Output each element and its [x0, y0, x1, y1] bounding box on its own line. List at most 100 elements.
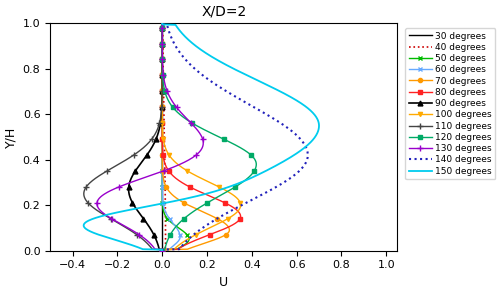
90 degrees	[156, 126, 162, 130]
40 degrees	[162, 141, 168, 144]
80 degrees	[160, 139, 166, 143]
70 degrees	[159, 114, 165, 117]
70 degrees	[159, 139, 165, 143]
150 degrees	[316, 126, 322, 130]
120 degrees	[225, 139, 231, 143]
Legend: 30 degrees, 40 degrees, 50 degrees, 60 degrees, 70 degrees, 80 degrees, 90 degre: 30 degrees, 40 degrees, 50 degrees, 60 d…	[406, 28, 496, 179]
120 degrees	[159, 27, 165, 31]
130 degrees	[192, 126, 198, 130]
70 degrees	[159, 27, 165, 31]
Line: 140 degrees: 140 degrees	[162, 23, 308, 251]
40 degrees	[160, 63, 166, 66]
50 degrees	[159, 27, 165, 31]
60 degrees	[159, 139, 165, 143]
80 degrees	[159, 27, 165, 31]
50 degrees	[159, 141, 165, 144]
130 degrees	[159, 249, 165, 252]
30 degrees	[159, 22, 165, 25]
130 degrees	[159, 27, 165, 31]
140 degrees	[159, 249, 165, 252]
60 degrees	[159, 114, 165, 117]
150 degrees	[308, 139, 314, 143]
80 degrees	[159, 126, 165, 130]
150 degrees	[159, 249, 165, 252]
50 degrees	[159, 126, 165, 130]
30 degrees	[159, 139, 165, 143]
140 degrees	[300, 141, 306, 144]
110 degrees	[159, 22, 165, 25]
30 degrees	[159, 27, 165, 31]
150 degrees	[222, 63, 228, 66]
130 degrees	[200, 139, 206, 143]
90 degrees	[158, 114, 164, 117]
100 degrees	[159, 63, 165, 66]
110 degrees	[147, 139, 153, 143]
30 degrees	[159, 249, 165, 252]
110 degrees	[155, 126, 161, 130]
140 degrees	[300, 139, 306, 143]
50 degrees	[159, 249, 165, 252]
150 degrees	[312, 114, 318, 117]
Line: 130 degrees: 130 degrees	[94, 21, 206, 253]
Line: 60 degrees: 60 degrees	[160, 21, 182, 253]
80 degrees	[160, 141, 166, 144]
140 degrees	[265, 114, 271, 117]
90 degrees	[152, 139, 158, 143]
110 degrees	[159, 63, 165, 66]
70 degrees	[159, 249, 165, 252]
40 degrees	[161, 114, 167, 117]
70 degrees	[159, 63, 165, 66]
40 degrees	[161, 126, 167, 130]
80 degrees	[159, 114, 165, 117]
70 degrees	[159, 141, 165, 144]
90 degrees	[159, 249, 165, 252]
150 degrees	[307, 141, 313, 144]
40 degrees	[159, 22, 165, 25]
100 degrees	[159, 114, 165, 117]
110 degrees	[159, 27, 165, 31]
60 degrees	[159, 126, 165, 130]
60 degrees	[159, 249, 165, 252]
140 degrees	[159, 22, 165, 25]
150 degrees	[176, 27, 182, 31]
100 degrees	[160, 139, 166, 143]
Line: 150 degrees: 150 degrees	[84, 23, 319, 251]
Line: 80 degrees: 80 degrees	[160, 21, 243, 253]
Line: 40 degrees: 40 degrees	[162, 23, 166, 251]
90 degrees	[159, 22, 165, 25]
90 degrees	[152, 141, 158, 144]
X-axis label: U: U	[219, 276, 228, 289]
60 degrees	[159, 22, 165, 25]
100 degrees	[159, 22, 165, 25]
90 degrees	[159, 27, 165, 31]
Line: 100 degrees: 100 degrees	[160, 21, 242, 253]
140 degrees	[165, 27, 171, 31]
100 degrees	[159, 27, 165, 31]
120 degrees	[160, 63, 166, 66]
80 degrees	[159, 22, 165, 25]
50 degrees	[159, 139, 165, 143]
140 degrees	[284, 126, 290, 130]
50 degrees	[159, 63, 165, 66]
90 degrees	[159, 63, 165, 66]
110 degrees	[159, 249, 165, 252]
150 degrees	[159, 22, 165, 25]
80 degrees	[159, 63, 165, 66]
30 degrees	[159, 114, 165, 117]
Y-axis label: Y/H: Y/H	[4, 126, 17, 148]
140 degrees	[187, 63, 193, 66]
110 degrees	[158, 114, 164, 117]
30 degrees	[159, 141, 165, 144]
Line: 110 degrees: 110 degrees	[81, 21, 165, 253]
50 degrees	[159, 22, 165, 25]
120 degrees	[228, 141, 234, 144]
Line: 120 degrees: 120 degrees	[160, 21, 258, 253]
120 degrees	[178, 114, 184, 117]
Line: 90 degrees: 90 degrees	[126, 21, 164, 253]
60 degrees	[159, 63, 165, 66]
50 degrees	[159, 114, 165, 117]
70 degrees	[159, 126, 165, 130]
Line: 70 degrees: 70 degrees	[160, 21, 232, 253]
130 degrees	[180, 114, 186, 117]
100 degrees	[160, 126, 166, 130]
